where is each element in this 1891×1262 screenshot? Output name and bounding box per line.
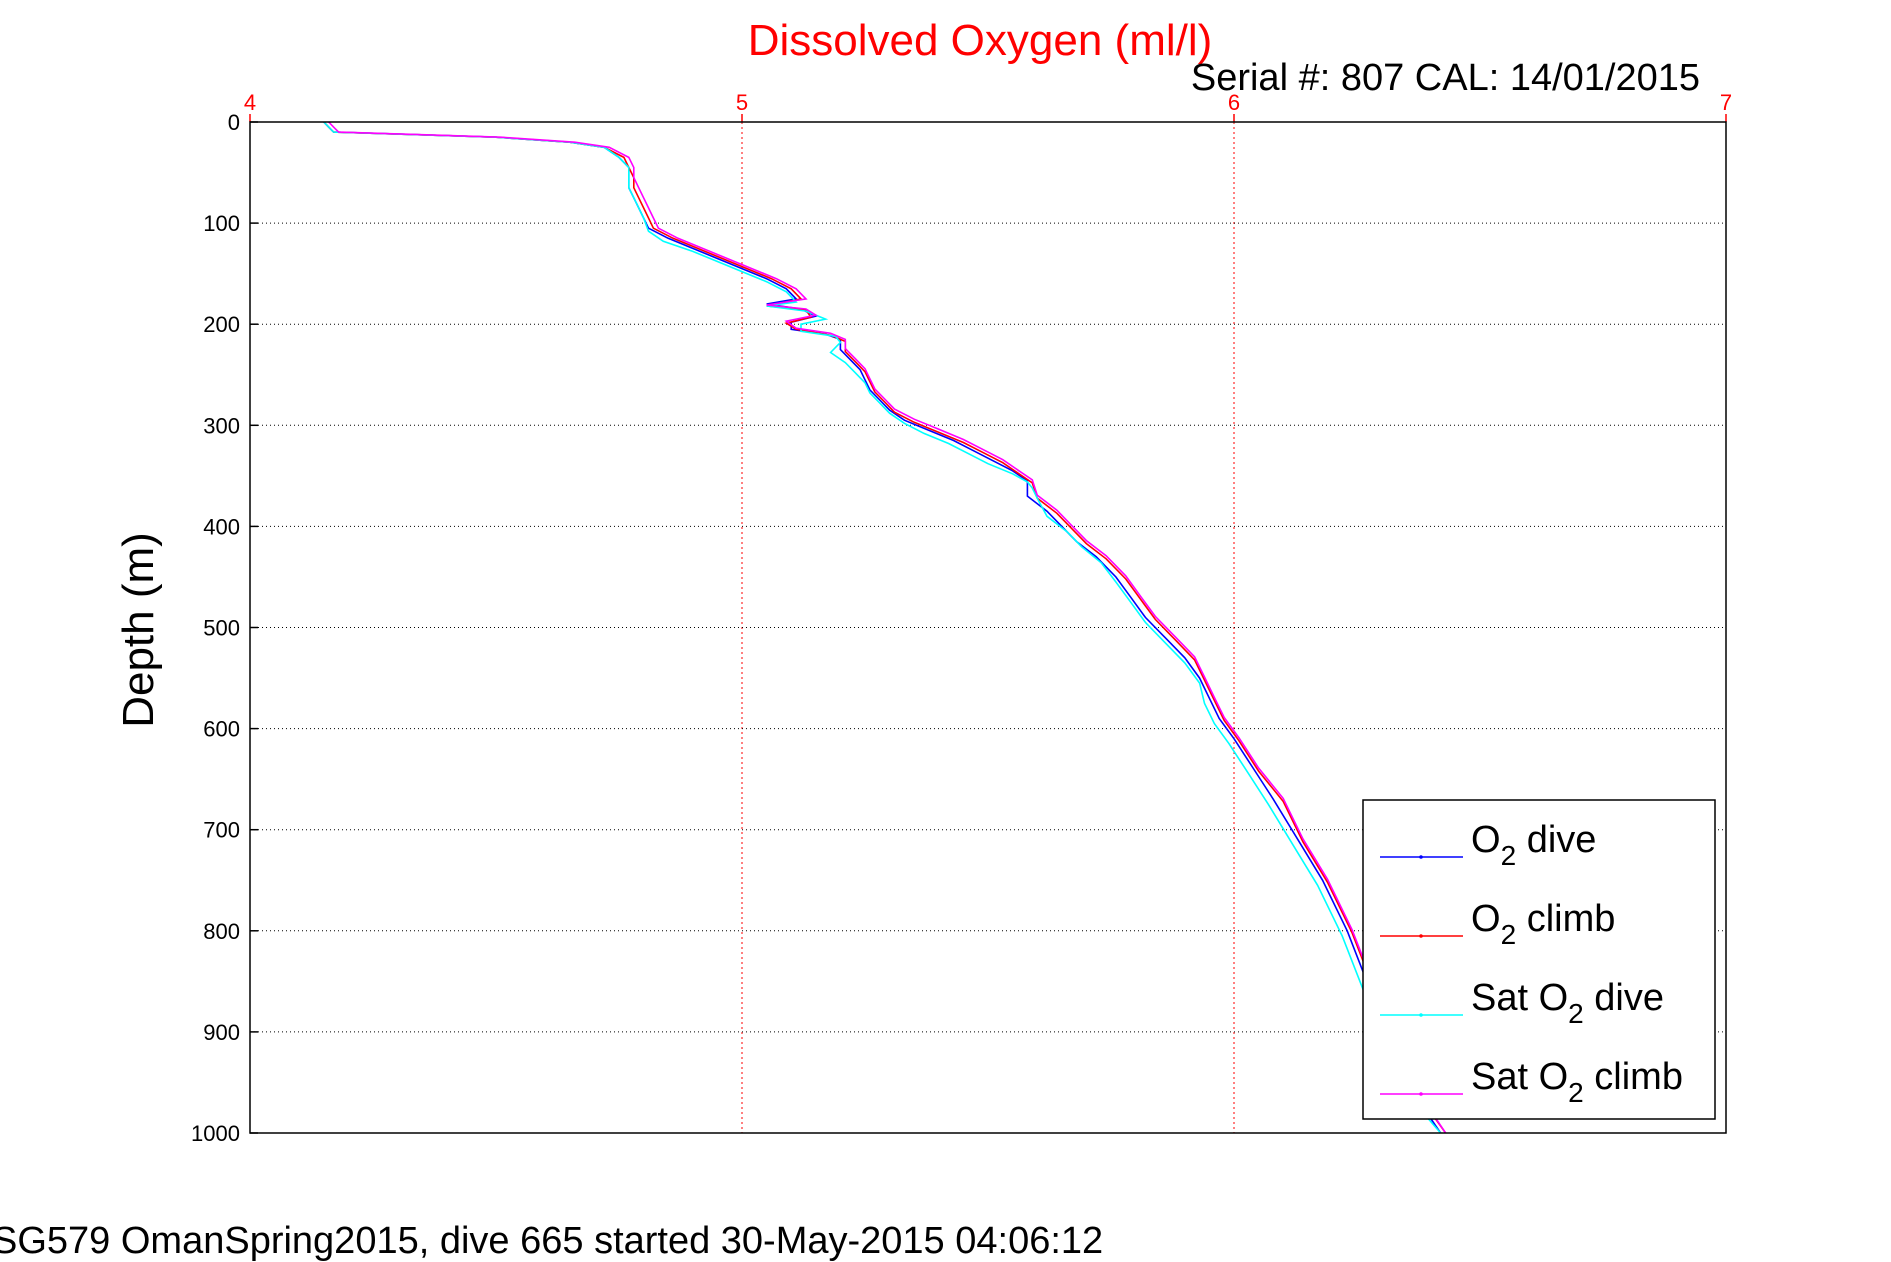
- legend-marker: [1419, 1092, 1423, 1096]
- y-tick-label: 900: [203, 1020, 240, 1045]
- series-layer: [323, 121, 1447, 1134]
- legend-label: O2 dive: [1471, 819, 1596, 871]
- y-tick-label: 400: [203, 514, 240, 539]
- legend-marker: [1419, 1013, 1423, 1017]
- y-tick-label: 200: [203, 312, 240, 337]
- tick-labels: 4 5 6 7 0 100 200 300 400 500 600 700 800 900 1000: [191, 90, 1732, 1146]
- legend-marker: [1419, 855, 1423, 859]
- x-tick-label: 6: [1228, 90, 1240, 115]
- x-tick-label: 5: [736, 90, 748, 115]
- legend-label: Sat O2 climb: [1471, 1056, 1683, 1108]
- legend-box: [1362, 799, 1716, 1120]
- legend-marker: [1419, 934, 1423, 938]
- footer-caption: SG579 OmanSpring2015, dive 665 started 3…: [0, 1220, 1103, 1262]
- series-line-4: [328, 121, 1447, 1134]
- y-tick-label: 1000: [191, 1121, 240, 1146]
- legend-label: O2 climb: [1471, 898, 1615, 950]
- y-tick-label: 300: [203, 413, 240, 438]
- plot-frame: [249, 121, 1727, 1134]
- y-axis-label: Depth (m): [114, 532, 163, 728]
- y-tick-label: 100: [203, 211, 240, 236]
- y-tick-label: 800: [203, 919, 240, 944]
- y-tick-label: 500: [203, 616, 240, 641]
- serial-annotation: Serial #: 807 CAL: 14/01/2015: [1191, 57, 1700, 99]
- chart-title: Dissolved Oxygen (ml/l): [748, 16, 1213, 65]
- x-tick-label: 7: [1720, 90, 1732, 115]
- series-line-3: [323, 121, 1442, 1134]
- legend-label: Sat O2 dive: [1471, 977, 1664, 1029]
- y-tick-label: 600: [203, 717, 240, 742]
- y-tick-label: 0: [228, 110, 240, 135]
- x-tick-label: 4: [244, 90, 256, 115]
- legend: O2 dive O2 climb Sat O2 dive Sat O2 climb: [1362, 799, 1716, 1120]
- y-tick-label: 700: [203, 818, 240, 843]
- series-line-2: [323, 121, 1447, 1134]
